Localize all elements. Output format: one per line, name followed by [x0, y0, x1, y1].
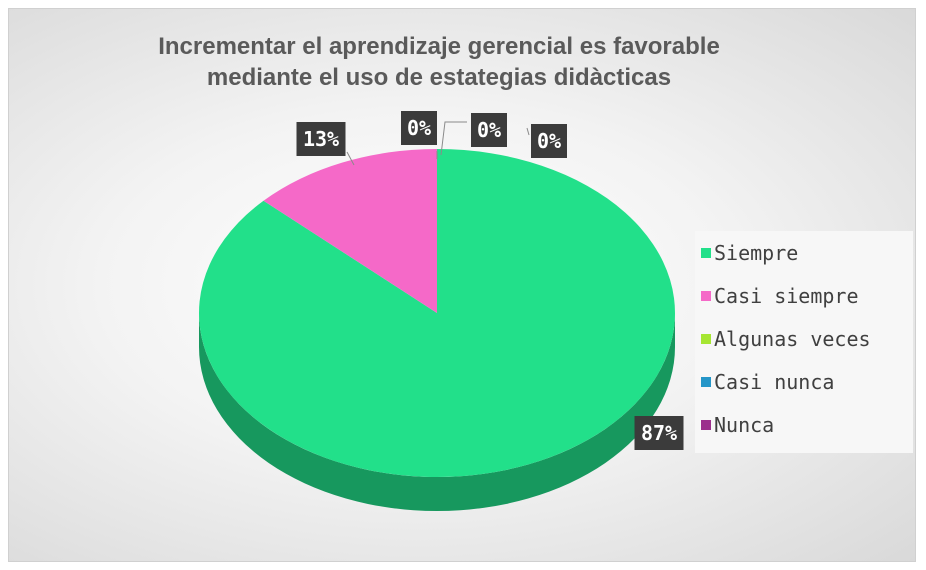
legend-item-casi-siempre: Casi siempre	[701, 284, 859, 308]
legend-item-siempre: Siempre	[701, 241, 798, 265]
pie-depth-siempre	[199, 313, 675, 511]
pie-slices	[199, 149, 675, 477]
pie-chart: 87% 13% 0% 0% 0%	[199, 111, 684, 511]
legend-swatch-nunca	[701, 420, 711, 430]
legend-item-algunas-veces: Algunas veces	[701, 327, 871, 351]
pie-leader-lines	[346, 121, 530, 166]
legend-swatch-algunas-veces	[701, 334, 711, 344]
legend-item-nunca: Nunca	[701, 413, 774, 437]
legend-swatch-casi-siempre	[701, 291, 711, 301]
data-label-box	[296, 122, 346, 156]
legend-label-algunas-veces: Algunas veces	[714, 327, 871, 351]
pie-slice-casi-siempre	[263, 149, 437, 313]
data-label-text: 0%	[407, 116, 431, 140]
data-label-siempre: 87%	[634, 416, 684, 450]
chart-legend: Siempre Casi siempre Algunas veces Casi …	[695, 231, 913, 453]
legend-item-casi-nunca: Casi nunca	[701, 370, 834, 394]
data-label-algunas-veces: 0%	[401, 111, 437, 145]
chart-title: Incrementar el aprendizaje gerencial es …	[49, 31, 829, 93]
data-label-text: 87%	[641, 421, 677, 445]
legend-swatch-casi-nunca	[701, 377, 711, 387]
legend-label-siempre: Siempre	[714, 241, 799, 265]
legend-label-casi-nunca: Casi nunca	[714, 370, 835, 394]
data-label-box	[531, 124, 567, 158]
legend-label-nunca: Nunca	[714, 413, 775, 437]
pie-slice-siempre	[199, 149, 675, 477]
data-label-box	[401, 111, 437, 145]
pie-data-labels: 87% 13% 0% 0% 0%	[296, 111, 684, 450]
leader-line-casi-siempre	[346, 151, 355, 166]
data-label-text: 0%	[477, 118, 501, 142]
data-label-text: 13%	[303, 127, 339, 151]
chart-title-line-2: mediante el uso de estategias didàcticas	[206, 64, 672, 91]
data-label-casi-siempre: 13%	[296, 122, 346, 156]
data-label-nunca: 0%	[531, 124, 567, 158]
legend-label-casi-siempre: Casi siempre	[714, 284, 859, 308]
pie-depth	[199, 313, 675, 511]
chart-area: Incrementar el aprendizaje gerencial es …	[8, 8, 916, 562]
data-label-text: 0%	[537, 129, 561, 153]
data-label-box	[634, 416, 684, 450]
leader-line-casi-nunca	[440, 121, 467, 156]
data-label-casi-nunca: 0%	[471, 113, 507, 147]
chart-title-line-1: Incrementar el aprendizaje gerencial es …	[158, 33, 720, 60]
data-label-box	[471, 113, 507, 147]
leader-line-nunca	[526, 127, 530, 136]
legend-swatch-siempre	[701, 248, 711, 258]
